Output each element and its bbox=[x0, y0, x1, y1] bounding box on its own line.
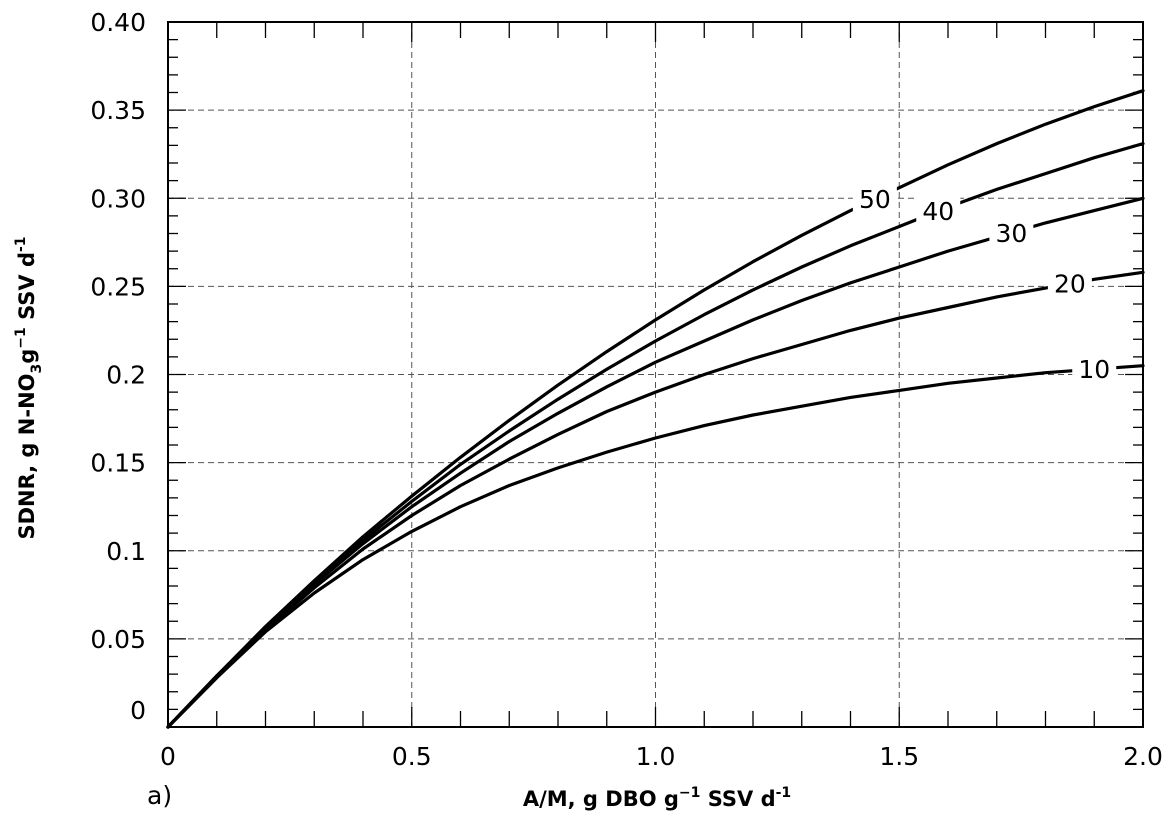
series-line-30 bbox=[166, 196, 1145, 729]
y-tick-label: 0.2 bbox=[106, 361, 146, 390]
x-axis-title-mid: SSV d bbox=[700, 787, 775, 811]
y-axis-title-end: SSV d bbox=[15, 252, 39, 327]
x-tick-label: 1.0 bbox=[636, 742, 676, 771]
y-axis-title-sub: 3 bbox=[29, 364, 45, 374]
series-line-20 bbox=[166, 270, 1145, 729]
y-tick-label: 0.35 bbox=[90, 96, 146, 125]
series-label-20: 20 bbox=[1054, 270, 1086, 299]
series-label-30: 30 bbox=[995, 219, 1027, 248]
series-label-40: 40 bbox=[922, 197, 954, 226]
y-axis-title: SDNR, g N-NO3g−1 SSV d-1 bbox=[13, 236, 45, 539]
x-tick-label: 1.5 bbox=[879, 742, 919, 771]
series-label-bg-40 bbox=[916, 195, 961, 226]
y-tick-labels: 0 0.05 0.1 0.15 0.2 0.25 0.30 0.35 0.40 bbox=[90, 8, 146, 725]
x-axis-title-sup1: −1 bbox=[679, 785, 700, 801]
series-label-10: 10 bbox=[1078, 355, 1110, 384]
series-line-10 bbox=[166, 364, 1145, 729]
grid-lines bbox=[168, 22, 1143, 727]
series-label-bg-20 bbox=[1047, 268, 1092, 299]
x-tick-label: 0 bbox=[160, 742, 176, 771]
y-tick-label: 0.15 bbox=[90, 449, 146, 478]
y-tick-label: 0.25 bbox=[90, 272, 146, 301]
y-axis-title-sup2: -1 bbox=[13, 236, 29, 252]
series-label-bg-50 bbox=[852, 184, 897, 215]
plot-frame bbox=[167, 21, 1144, 728]
x-axis-title-main: A/M, g DBO g bbox=[523, 787, 679, 811]
x-tick-label: 2.0 bbox=[1123, 742, 1163, 771]
panel-label: a) bbox=[147, 781, 172, 810]
y-axis-title-main: SDNR, g N-NO bbox=[15, 374, 39, 540]
y-tick-label: 0.40 bbox=[90, 8, 146, 37]
y-tick-label: 0.1 bbox=[106, 537, 146, 566]
series-line-50 bbox=[166, 89, 1145, 729]
x-tick-labels: 0 0.5 1.0 1.5 2.0 bbox=[160, 742, 1163, 771]
series-label-bg-30 bbox=[989, 217, 1034, 248]
series-lines bbox=[166, 89, 1145, 729]
y-axis-title-sup1: −1 bbox=[13, 327, 29, 348]
series-label-bg-10 bbox=[1072, 354, 1117, 385]
y-tick-label: 0.05 bbox=[90, 625, 146, 654]
x-axis-title: A/M, g DBO g−1 SSV d-1 bbox=[523, 785, 791, 811]
y-tick-label: 0.30 bbox=[90, 184, 146, 213]
series-label-50: 50 bbox=[859, 185, 891, 214]
series-line-40 bbox=[166, 142, 1145, 729]
x-axis-title-sup2: -1 bbox=[776, 785, 792, 801]
y-axis-title-mid: g bbox=[15, 349, 39, 364]
minor-ticks bbox=[168, 22, 1143, 727]
series-labels: 50 40 30 20 10 bbox=[852, 184, 1117, 385]
y-tick-label: 0 bbox=[130, 696, 146, 725]
x-tick-label: 0.5 bbox=[392, 742, 432, 771]
